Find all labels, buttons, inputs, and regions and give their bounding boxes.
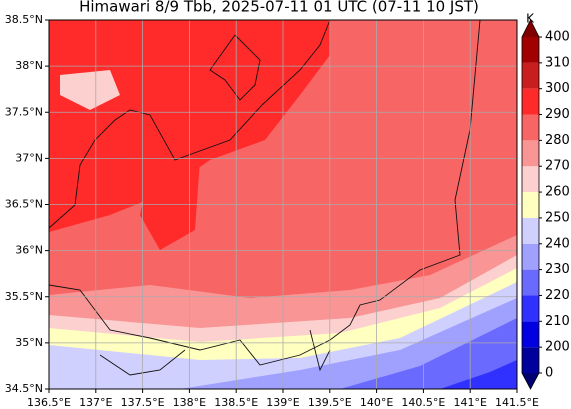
x-tick-label: 138°E — [173, 396, 206, 409]
colorbar-segment — [522, 243, 539, 270]
y-tick-label: 35.5°N — [5, 290, 43, 303]
y-tick-label: 37°N — [15, 151, 43, 164]
x-tick-label: 141.5°E — [495, 396, 539, 409]
x-tick-label: 141°E — [453, 396, 486, 409]
colorbar-segment — [522, 114, 539, 141]
colorbar-segment — [522, 321, 539, 348]
colorbar-segment — [522, 192, 539, 218]
colorbar-segment — [522, 295, 539, 322]
colorbar-segment — [522, 62, 539, 89]
cloud-patch — [60, 70, 120, 110]
y-tick-label: 37.5°N — [5, 105, 43, 118]
colorbar-tick-label: 400 — [545, 30, 570, 45]
y-tick-label: 36.5°N — [5, 198, 43, 211]
colorbar-tick-label: 290 — [545, 107, 570, 122]
x-tick-label: 140°E — [360, 396, 393, 409]
colorbar-segment — [522, 347, 539, 373]
colorbar-tick-label: 240 — [545, 236, 570, 251]
coastline — [99, 349, 186, 376]
y-tick-label: 35°N — [15, 336, 43, 349]
y-tick-label: 38°N — [15, 59, 43, 72]
x-tick-label: 137.5°E — [121, 396, 165, 409]
colorbar-tick-label: 220 — [545, 288, 570, 303]
y-tick-label: 36°N — [15, 244, 43, 257]
colorbar-tick-label: 0 — [545, 366, 553, 381]
colorbar-tick-label: 280 — [545, 133, 570, 148]
band-210 — [440, 360, 517, 389]
band-220 — [340, 318, 517, 389]
colorbar-tick-label: 260 — [545, 185, 570, 200]
colorbar-extend-over — [522, 20, 539, 37]
x-tick-label: 140.5°E — [401, 396, 445, 409]
colorbar-tick-label: 270 — [545, 159, 570, 174]
colorbar-segment — [522, 269, 539, 296]
map-title: Himawari 8/9 Tbb, 2025-07-11 01 UTC (07-… — [79, 0, 479, 16]
colorbar-extend-under — [522, 373, 539, 389]
colorbar-unit: K — [526, 12, 535, 26]
x-tick-label: 137°E — [79, 396, 112, 409]
colorbar-tick-label: 300 — [545, 81, 570, 96]
colorbar-tick-label: 310 — [545, 55, 570, 70]
colorbar-tick-label: 210 — [545, 314, 570, 329]
x-tick-label: 139°E — [266, 396, 299, 409]
coastline — [209, 34, 261, 101]
colorbar-tick-label: 250 — [545, 210, 570, 225]
colorbar-tick-label: 230 — [545, 262, 570, 277]
coastline — [309, 329, 331, 372]
x-tick-label: 139.5°E — [308, 396, 352, 409]
colorbar-segment — [522, 166, 539, 193]
plot-frame — [48, 19, 518, 390]
warm-patch — [140, 160, 200, 250]
colorbar-segment — [522, 88, 539, 115]
colorbar-tick-label: 200 — [545, 340, 570, 355]
colorbar-segment — [522, 37, 539, 63]
x-tick-label: 136.5°E — [27, 396, 71, 409]
coastline — [48, 19, 331, 229]
y-tick-label: 34.5°N — [5, 382, 43, 395]
colorbar-segment — [522, 217, 539, 244]
x-tick-label: 138.5°E — [214, 396, 258, 409]
y-tick-label: 38.5°N — [5, 13, 43, 26]
colorbar-segment — [522, 140, 539, 167]
